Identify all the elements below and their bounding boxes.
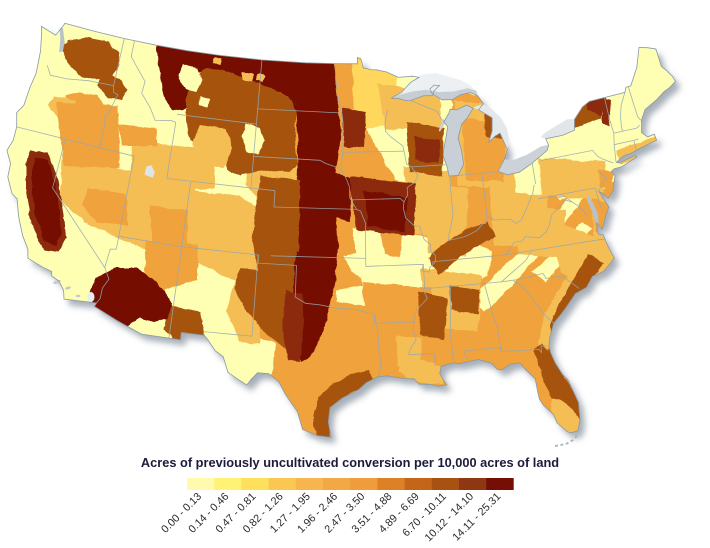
svg-text:Acres of previously uncultivat: Acres of previously uncultivated convers… xyxy=(141,455,559,470)
